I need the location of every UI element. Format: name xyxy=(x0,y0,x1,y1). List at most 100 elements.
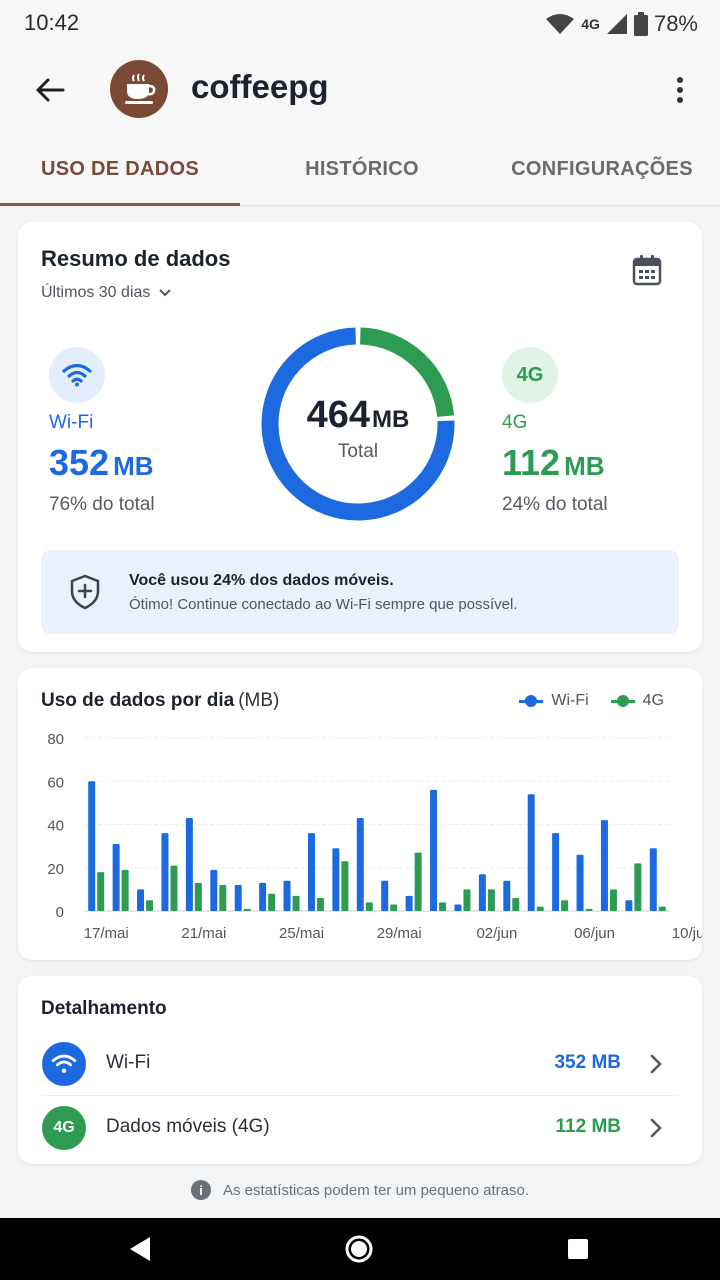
x-tick-label: 25/mai xyxy=(279,925,324,942)
bar-4g xyxy=(487,889,495,911)
nav-back-button[interactable] xyxy=(125,1234,155,1264)
tip-title: Você usou 24% dos dados móveis. xyxy=(129,572,394,589)
tab-indicator xyxy=(0,203,240,206)
wifi-row-badge xyxy=(42,1042,86,1086)
cell-signal-icon xyxy=(606,14,627,34)
chart-legend: Wi-Fi 4G xyxy=(519,692,664,710)
legend-item-wifi: Wi-Fi xyxy=(519,692,589,710)
arrow-left-icon xyxy=(36,78,65,102)
bar-wifi xyxy=(576,854,584,911)
more-options-button[interactable] xyxy=(662,70,698,110)
tab-settings[interactable]: CONFIGURAÇÕES xyxy=(511,157,693,180)
total-label: Total xyxy=(337,441,379,462)
breakdown-card: Detalhamento Wi-Fi 352 MB 4G Dados móvei… xyxy=(18,976,702,1164)
bar-wifi xyxy=(600,820,608,911)
bar-4g xyxy=(365,902,373,911)
bar-wifi xyxy=(112,843,120,911)
bar-wifi xyxy=(137,889,145,911)
bar-4g xyxy=(512,898,520,911)
bar-wifi xyxy=(88,781,96,911)
back-button[interactable] xyxy=(28,68,72,112)
app-bar: coffeepg xyxy=(0,48,720,132)
breakdown-mobile-label: Dados móveis (4G) xyxy=(106,1116,270,1137)
4g-usage-value: 112 MB xyxy=(502,442,605,484)
y-tick-label: 0 xyxy=(56,904,64,921)
breakdown-row-mobile[interactable]: 4G Dados móveis (4G) 112 MB xyxy=(41,1096,679,1160)
bar-wifi xyxy=(503,880,511,911)
system-nav-bar xyxy=(0,1218,720,1280)
summary-title: Resumo de dados xyxy=(41,246,231,271)
donut-segment-wifi xyxy=(261,327,455,521)
app-title: coffeepg xyxy=(191,68,329,105)
data-summary-card: Resumo de dados Últimos 30 dias Wi-Fi 35… xyxy=(18,222,702,652)
chevron-right-icon xyxy=(650,1054,662,1074)
range-selector[interactable]: Últimos 30 dias xyxy=(41,284,172,302)
daily-usage-card: Uso de dados por dia (MB) Wi-Fi 4G 0 20 40 6… xyxy=(18,668,702,960)
stats-delay-note: i As estatísticas podem ter um pequeno a… xyxy=(0,1180,720,1200)
legend-label-4g: 4G xyxy=(642,692,664,709)
bar-wifi xyxy=(527,794,535,911)
bar-4g xyxy=(243,908,251,911)
bar-wifi xyxy=(161,833,169,911)
network-type-label: 4G xyxy=(581,16,600,32)
daily-usage-bar-chart: 0 20 40 60 80 17/mai 21/mai 25/mai 29/mai 02/jun 0… xyxy=(47,731,702,942)
chart-title-text: Uso de dados por dia xyxy=(41,690,235,711)
shield-plus-icon xyxy=(70,574,100,610)
tab-bar: USO DE DADOS HISTÓRICO CONFIGURAÇÕES xyxy=(0,132,720,206)
y-tick-label: 80 xyxy=(47,731,64,748)
bar-4g xyxy=(634,863,642,911)
4g-value-number: 112 xyxy=(502,442,561,483)
bar-4g xyxy=(439,902,447,911)
wifi-percent: 76% do total xyxy=(49,494,155,515)
bar-4g xyxy=(463,889,471,911)
nav-recents-button[interactable] xyxy=(563,1234,593,1264)
status-time: 10:42 xyxy=(24,10,80,35)
mobile-row-badge: 4G xyxy=(42,1106,86,1150)
4g-percent: 24% do total xyxy=(502,494,608,515)
bar-4g xyxy=(585,908,593,911)
wifi-value-unit: MB xyxy=(113,451,154,481)
bar-4g xyxy=(341,861,349,911)
x-tick-label: 29/mai xyxy=(377,925,422,942)
legend-swatch-4g xyxy=(610,695,635,707)
circle-home-icon xyxy=(345,1235,373,1263)
breakdown-wifi-label: Wi-Fi xyxy=(106,1052,151,1073)
range-label: Últimos 30 dias xyxy=(41,284,151,301)
bar-4g xyxy=(121,869,129,911)
bar-wifi xyxy=(332,848,340,911)
status-bar: 10:42 4G 78% xyxy=(0,0,720,48)
total-usage-value: 464MB xyxy=(258,394,458,437)
bar-wifi xyxy=(625,900,633,911)
x-tick-label: 17/mai xyxy=(84,925,129,942)
battery-icon xyxy=(633,12,648,36)
nav-home-button[interactable] xyxy=(344,1234,374,1264)
wifi-badge xyxy=(49,347,105,403)
tab-data-usage[interactable]: USO DE DADOS xyxy=(40,157,200,180)
mobile-usage-tip: Você usou 24% dos dados móveis. Ótimo! C… xyxy=(41,550,679,634)
calendar-button[interactable] xyxy=(632,254,666,290)
stats-delay-text: As estatísticas podem ter um pequeno atr… xyxy=(223,1181,529,1199)
bar-wifi xyxy=(430,789,438,911)
4g-value-unit: MB xyxy=(564,451,605,481)
bar-wifi xyxy=(210,869,218,911)
4g-label: 4G xyxy=(502,412,528,433)
breakdown-row-wifi[interactable]: Wi-Fi 352 MB xyxy=(41,1032,679,1096)
total-value-unit: MB xyxy=(372,406,410,433)
bar-wifi xyxy=(381,880,389,911)
wifi-label: Wi-Fi xyxy=(49,412,94,433)
calendar-icon xyxy=(632,255,662,286)
bar-4g xyxy=(316,898,324,911)
triangle-back-icon xyxy=(130,1237,150,1261)
bar-4g xyxy=(268,893,276,911)
legend-item-4g: 4G xyxy=(610,692,664,710)
bar-wifi xyxy=(307,833,315,911)
tip-subtitle: Ótimo! Continue conectado ao Wi-Fi sempr… xyxy=(129,596,518,613)
bar-4g xyxy=(170,865,178,911)
tab-history[interactable]: HISTÓRICO xyxy=(305,157,419,180)
chevron-down-icon xyxy=(159,289,172,297)
x-tick-label: 10/jun xyxy=(672,925,702,942)
bar-4g xyxy=(414,852,422,911)
wifi-icon xyxy=(62,363,92,387)
legend-label-wifi: Wi-Fi xyxy=(551,692,589,709)
chart-title-unit: (MB) xyxy=(238,690,280,711)
